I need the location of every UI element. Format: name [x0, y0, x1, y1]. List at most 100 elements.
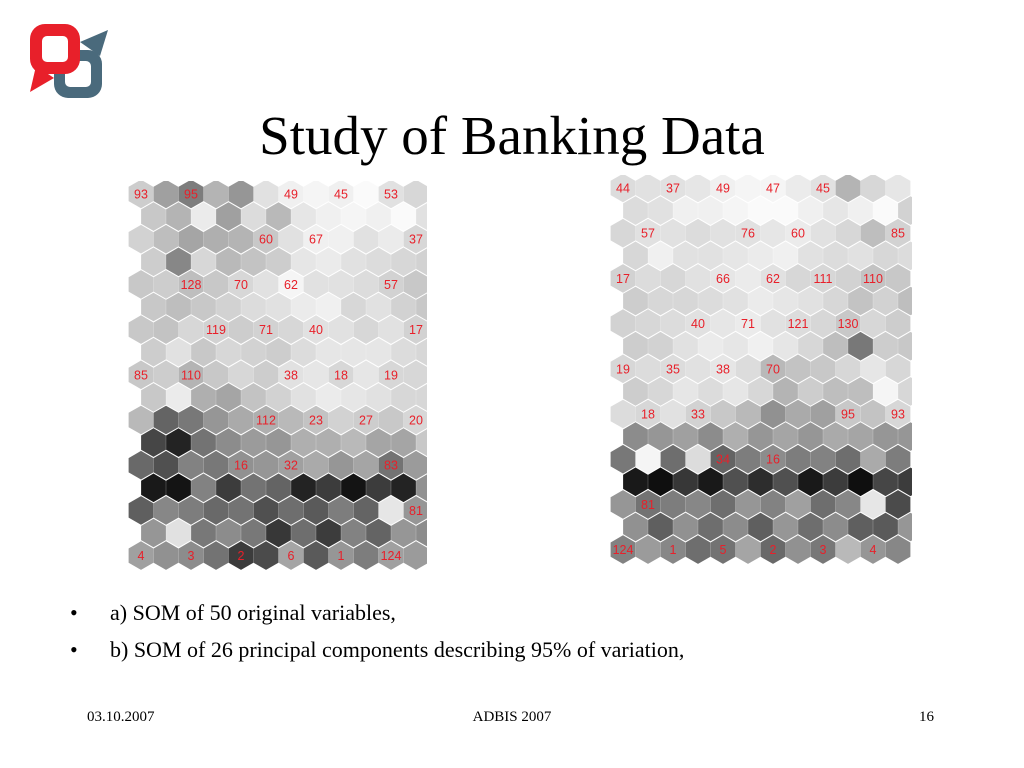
som-cell — [623, 422, 648, 451]
som-cell — [328, 496, 354, 525]
bullet-marker: • — [70, 637, 78, 662]
som-cell — [760, 444, 786, 474]
som-node-label: 49 — [716, 182, 730, 196]
som-node-label: 23 — [309, 414, 323, 428]
som-cell — [241, 473, 266, 503]
som-cell — [610, 218, 636, 248]
som-cell — [291, 383, 316, 412]
som-cell — [303, 224, 329, 254]
som-cell — [341, 383, 366, 412]
som-cell — [316, 202, 341, 231]
som-cell — [253, 315, 279, 344]
som-cell — [698, 286, 723, 316]
som-cell — [191, 428, 216, 457]
som-node-label: 71 — [741, 317, 755, 331]
som-cell — [166, 292, 191, 322]
som-cell — [873, 377, 898, 406]
som-node-label: 37 — [409, 233, 423, 247]
som-cell — [403, 224, 427, 254]
som-cell — [798, 377, 823, 406]
som-cell — [723, 467, 748, 497]
som-cell — [241, 202, 266, 231]
som-cell — [416, 519, 427, 547]
som-cell — [378, 405, 404, 435]
som-cell — [303, 270, 329, 299]
som-cell — [328, 405, 354, 435]
som-node-label: 70 — [234, 278, 248, 292]
som-cell — [203, 405, 229, 435]
som-node-label: 124 — [613, 543, 634, 557]
som-cell — [785, 444, 811, 474]
som-cell — [648, 241, 673, 271]
som-cell — [773, 377, 798, 406]
som-cell — [698, 512, 723, 542]
som-cell — [785, 309, 811, 338]
som-cell — [341, 292, 366, 322]
som-node-label: 121 — [788, 317, 809, 331]
som-node-label: 3 — [820, 543, 827, 557]
som-cell — [253, 224, 279, 254]
footer-conference: ADBIS 2007 — [472, 709, 552, 725]
som-cell — [698, 377, 723, 406]
som-node-label: 76 — [741, 227, 755, 241]
som-cell — [216, 383, 241, 412]
som-cell — [710, 354, 736, 384]
som-node-label: 62 — [284, 278, 298, 292]
som-cell — [835, 175, 861, 203]
som-cell — [191, 518, 216, 548]
som-cell — [623, 512, 648, 542]
som-cell — [860, 399, 886, 429]
som-node-label: 119 — [206, 323, 226, 337]
som-node-label: 44 — [616, 182, 630, 196]
som-cell — [216, 428, 241, 457]
som-cell — [166, 247, 191, 277]
som-node-label: 83 — [384, 459, 398, 473]
som-cell — [391, 473, 416, 503]
bullet-marker: • — [70, 600, 78, 625]
som-cell — [328, 450, 354, 480]
som-cell — [316, 383, 341, 412]
som-cell — [353, 541, 379, 570]
som-cell — [785, 175, 811, 203]
som-cell — [810, 444, 836, 474]
som-cell — [391, 428, 416, 457]
som-cell — [660, 309, 686, 338]
som-cell — [391, 247, 416, 277]
som-cell — [378, 450, 404, 480]
som-node-label: 130 — [838, 317, 859, 331]
som-cell — [191, 473, 216, 503]
som-cell — [860, 175, 886, 203]
som-cell — [748, 196, 773, 225]
som-cell — [660, 490, 686, 519]
som-cell — [635, 444, 661, 474]
slide-title: Study of Banking Data — [259, 105, 765, 166]
som-cell — [141, 202, 166, 231]
som-node-label: 17 — [409, 323, 423, 337]
som-cell — [885, 535, 911, 564]
som-cell — [378, 315, 404, 344]
som-cell — [610, 444, 636, 474]
som-cell — [203, 496, 229, 525]
som-cell — [253, 360, 279, 390]
som-node-label: 4 — [138, 549, 145, 563]
som-cell — [823, 286, 848, 316]
som-cell — [773, 286, 798, 316]
som-cell — [648, 331, 673, 361]
som-cell — [810, 264, 836, 293]
som-cell — [153, 496, 179, 525]
som-cell — [735, 490, 761, 519]
som-cell — [378, 541, 404, 570]
som-cell — [735, 175, 761, 203]
som-cell — [635, 399, 661, 429]
som-cell — [823, 467, 848, 497]
som-cell — [685, 218, 711, 248]
som-cell — [328, 270, 354, 299]
som-cell — [685, 354, 711, 384]
som-cell — [885, 354, 911, 384]
som-cell — [660, 264, 686, 293]
som-cell — [303, 541, 329, 570]
som-cell — [610, 175, 636, 203]
footer-date: 03.10.2007 — [87, 709, 155, 725]
som-cell — [128, 270, 154, 299]
som-cell — [873, 241, 898, 271]
